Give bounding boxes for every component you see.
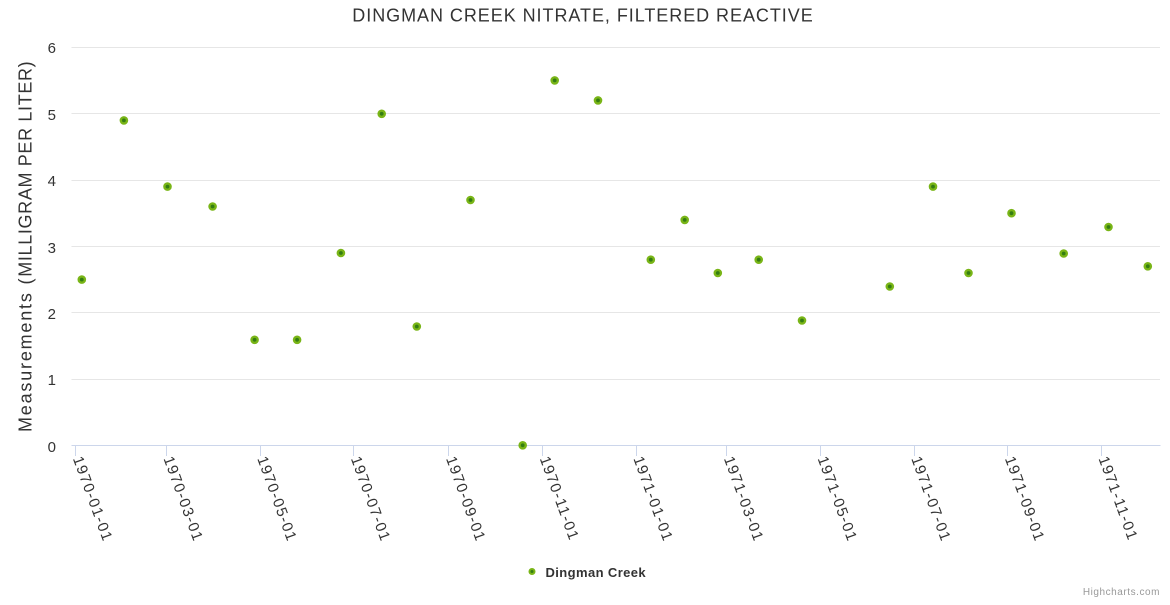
- svg-text:DINGMAN CREEK NITRATE, FILTERE: DINGMAN CREEK NITRATE, FILTERED REACTIVE: [352, 6, 813, 26]
- svg-text:4: 4: [48, 173, 56, 190]
- svg-text:5: 5: [48, 107, 56, 124]
- svg-text:Measurements (MILLIGRAM PER LI: Measurements (MILLIGRAM PER LITER): [16, 61, 36, 432]
- svg-text:Dingman Creek: Dingman Creek: [546, 565, 647, 580]
- svg-text:2: 2: [48, 306, 56, 323]
- svg-text:3: 3: [48, 240, 56, 257]
- svg-text:6: 6: [48, 40, 56, 57]
- svg-text:1: 1: [48, 372, 56, 389]
- svg-text:Highcharts.com: Highcharts.com: [1083, 587, 1160, 598]
- svg-text:0: 0: [48, 439, 56, 456]
